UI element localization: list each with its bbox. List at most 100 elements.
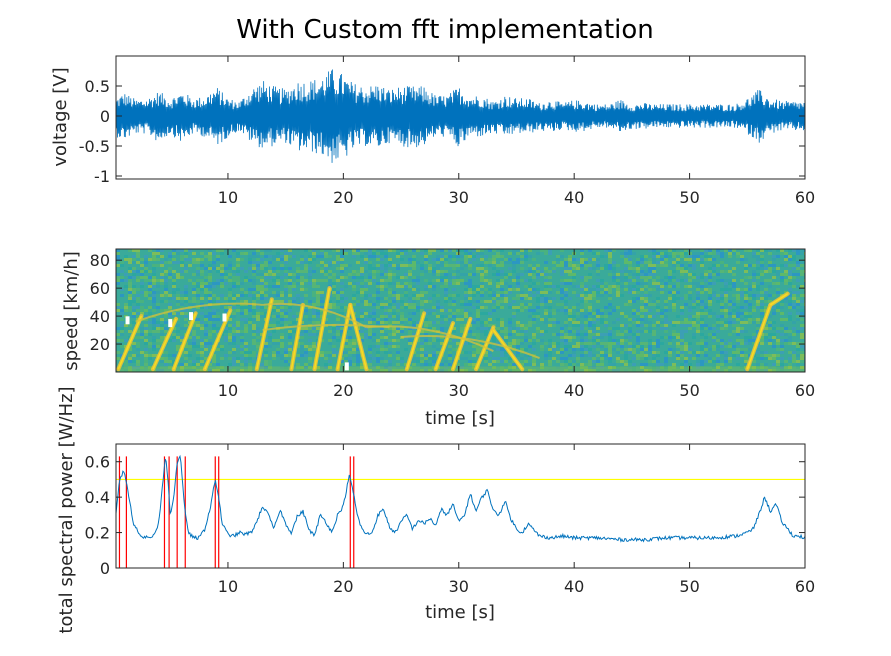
spectrogram-cell xyxy=(124,339,128,342)
spectrogram-cell xyxy=(748,318,752,321)
spectrogram-cell xyxy=(448,303,452,306)
spectrogram-cell xyxy=(140,300,144,303)
spectrogram-cell xyxy=(740,291,744,294)
spectrogram-cell xyxy=(692,252,696,255)
spectrogram-cell xyxy=(256,327,260,330)
spectrogram-cell xyxy=(240,318,244,321)
spectrogram-cell xyxy=(404,249,408,252)
spectrogram-cell xyxy=(172,282,176,285)
spectrogram-cell xyxy=(572,273,576,276)
spectrogram-cell xyxy=(508,321,512,324)
spectrogram-cell xyxy=(720,351,724,354)
spectrogram-cell xyxy=(728,321,732,324)
spectrogram-cell xyxy=(644,330,648,333)
spectrogram-cell xyxy=(284,279,288,282)
spectrogram-cell xyxy=(244,270,248,273)
spectrogram-cell xyxy=(756,288,760,291)
spectrogram-cell xyxy=(648,264,652,267)
spectrogram-cell xyxy=(632,312,636,315)
spectrogram-cell xyxy=(180,255,184,258)
spectrogram-cell xyxy=(440,315,444,318)
spectrogram-cell xyxy=(496,285,500,288)
spectrogram-cell xyxy=(244,348,248,351)
spectrogram-cell xyxy=(168,312,172,315)
spectrogram-cell xyxy=(148,258,152,261)
spectrogram-cell xyxy=(800,261,804,264)
spectrogram-cell xyxy=(244,354,248,357)
spectrogram-cell xyxy=(756,255,760,258)
spectrogram-cell xyxy=(712,366,716,369)
speed-track-core xyxy=(349,304,368,370)
spectrogram-cell xyxy=(128,291,132,294)
spectrogram-cell xyxy=(776,306,780,309)
spectrogram-cell xyxy=(396,306,400,309)
spectrogram-cell xyxy=(368,318,372,321)
spectrogram-cell xyxy=(388,327,392,330)
spectrogram-cell xyxy=(136,261,140,264)
spectrogram-cell xyxy=(180,339,184,342)
spectrogram-cell xyxy=(232,315,236,318)
spectrogram-cell xyxy=(148,276,152,279)
power-axes-box xyxy=(115,443,806,569)
spectrogram-cell xyxy=(196,357,200,360)
spectrogram-cell xyxy=(296,270,300,273)
spectrogram-cell xyxy=(320,306,324,309)
spectrogram-cell xyxy=(616,285,620,288)
spectrogram-cell xyxy=(344,351,348,354)
spectrogram-cell xyxy=(300,288,304,291)
spectrogram-cell xyxy=(376,270,380,273)
spectrogram-cell xyxy=(584,279,588,282)
spectrogram-cell xyxy=(360,276,364,279)
spectrogram-cell xyxy=(612,306,616,309)
spectrogram-cell xyxy=(132,291,136,294)
spectrogram-cell xyxy=(504,300,508,303)
spectrogram-cell xyxy=(264,288,268,291)
spectrogram-cell xyxy=(448,321,452,324)
spectrogram-cell xyxy=(356,303,360,306)
spectrogram-cell xyxy=(152,324,156,327)
spectrogram-cell xyxy=(264,360,268,363)
spectrogram-cell xyxy=(428,357,432,360)
spectrogram-cell xyxy=(304,354,308,357)
spectrogram-cell xyxy=(764,354,768,357)
spectrogram-cell xyxy=(748,312,752,315)
spectrogram-cell xyxy=(572,267,576,270)
spectrogram-cell xyxy=(796,264,800,267)
spectrogram-cell xyxy=(600,285,604,288)
spectrogram-cell xyxy=(280,336,284,339)
spectrogram-cell xyxy=(288,321,292,324)
spectrogram-cell xyxy=(744,276,748,279)
spectrogram-cell xyxy=(672,285,676,288)
spectrogram-cell xyxy=(784,360,788,363)
spectrogram-cell xyxy=(524,354,528,357)
spectrogram-cell xyxy=(668,342,672,345)
spectrogram-cell xyxy=(744,321,748,324)
spectrogram-cell xyxy=(260,312,264,315)
spectrogram-cell xyxy=(228,273,232,276)
spectrogram-cell xyxy=(716,348,720,351)
spectrogram-cell xyxy=(316,315,320,318)
spectrogram-cell xyxy=(564,363,568,366)
spectrogram-cell xyxy=(400,324,404,327)
spectrogram-cell xyxy=(784,327,788,330)
spectrogram-cell xyxy=(140,285,144,288)
spectrogram-cell xyxy=(196,285,200,288)
spectrogram-cell xyxy=(724,300,728,303)
spectrogram-cell xyxy=(460,267,464,270)
spectrogram-cell xyxy=(560,282,564,285)
spectrogram-cell xyxy=(268,333,272,336)
spectrogram-cell xyxy=(292,285,296,288)
spectrogram-cell xyxy=(300,282,304,285)
spectrogram-cell xyxy=(448,276,452,279)
spectrogram-cell xyxy=(192,324,196,327)
spectrogram-cell xyxy=(328,309,332,312)
spectrogram-cell xyxy=(592,336,596,339)
spectrogram-cell xyxy=(208,288,212,291)
spectrogram-cell xyxy=(320,309,324,312)
spectrogram-cell xyxy=(516,306,520,309)
spectrogram-cell xyxy=(496,252,500,255)
spectrogram-cell xyxy=(264,285,268,288)
spectrogram-cell xyxy=(724,309,728,312)
spectrogram-cell xyxy=(596,261,600,264)
spectrogram-cell xyxy=(256,348,260,351)
